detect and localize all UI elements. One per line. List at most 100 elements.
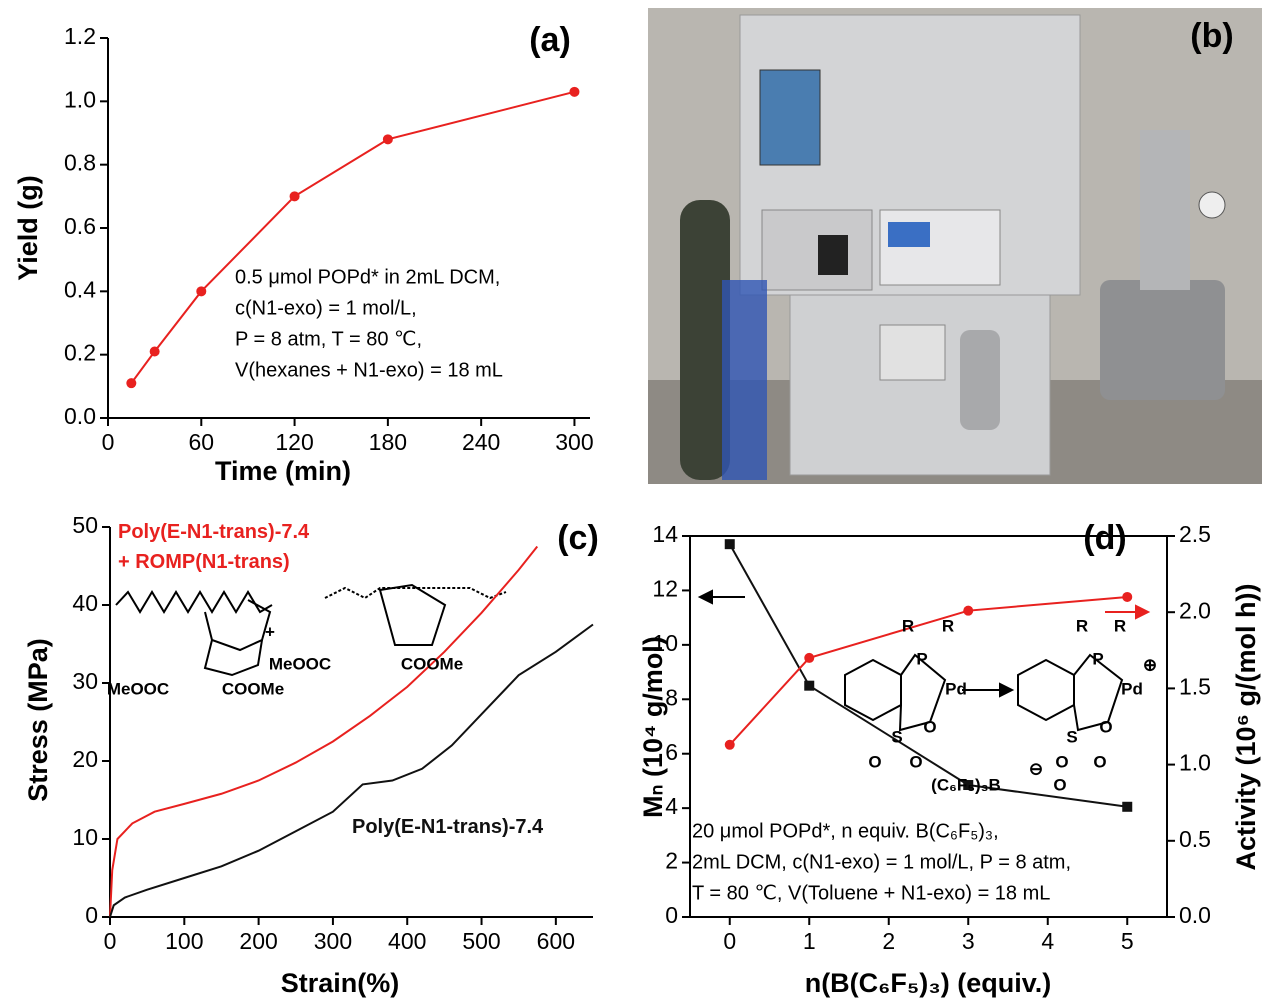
display [818,235,848,275]
panel-label: (a) [529,21,571,59]
annotation: 20 μmol POPd*, n equiv. B(C₆F₅)₃, [692,820,999,842]
cyclopentane-ring [378,583,447,646]
series-line [130,90,575,384]
y-tick-label: 4 [665,793,678,819]
y-tick-label: 0.0 [64,403,96,429]
cabinet-lower [789,294,1051,476]
y-axis-title: Mₙ (10⁴ g/mol) [638,636,668,818]
pump [879,209,1001,286]
structure-label: Pd [945,679,967,698]
axis-arrow-head [1135,604,1151,620]
y-tick-label: 1.0 [64,86,96,112]
y2-tick-label: 1.0 [1179,750,1211,776]
norbornane-ring [204,599,272,652]
structure-label: MeOOC [107,679,169,698]
chart-panel: 0 60 120 180 240 300 0.0 0.2 0.4 0.6 0.8 1.0 1.2 (a) T… [13,21,594,486]
x-axis-title: n(B(C₆F₅)₃) (equiv.) [805,968,1052,998]
pump-screen [888,222,930,247]
marker [1122,801,1133,812]
structure-label: COOMe [222,679,284,698]
y-tick-label: 8 [665,684,678,710]
x-axis-title: Time (min) [215,456,351,486]
x-axis-title: Strain(%) [281,968,400,998]
reactor-jacket [1100,280,1225,400]
chart-panel: 0 1 2 3 4 5024681012140.00.51.01.52.02.5(d)n(… [638,519,1261,998]
benzene [844,658,902,722]
x-tick-label: 1 [803,928,816,954]
benzene [1017,658,1075,722]
y-tick-label: 2 [665,848,678,874]
marker [804,652,815,663]
structure-label: O [868,752,881,771]
y2-tick-label: 2.5 [1179,521,1211,547]
series-line [109,623,594,918]
structures [115,583,1151,732]
norbornane-ring [203,639,263,677]
y-tick-label: 30 [72,668,98,694]
structure-label: S [891,727,902,746]
structure-label: O [909,752,922,771]
structure-label: + [265,622,275,641]
structure-label: P [916,649,927,668]
structure-label: S [1066,727,1077,746]
x-tick-label: 600 [537,928,575,954]
axis-arrow-head [697,589,713,605]
x-tick-label: 0 [102,429,115,455]
y-tick-label: 0.2 [64,340,96,366]
gauge [1198,191,1226,219]
x-tick-label: 300 [314,928,352,954]
marker [724,539,735,550]
marker [289,191,300,202]
x-tick-label: 100 [165,928,203,954]
y-axis-title: Stress (MPa) [23,638,53,802]
y-tick-label: 12 [652,576,678,602]
y-tick-label: 0 [85,902,98,928]
structure-label: MeOOC [269,654,331,673]
y-axis-title: Yield (g) [13,175,43,281]
marker [963,605,974,616]
arrow-head [999,682,1015,698]
y-tick-label: 50 [72,512,98,538]
series-label: Poly(E-N1-trans)-7.4 + ROMP(N1-trans) [118,521,310,573]
rack [722,280,767,480]
chart-panel: 0 100 200 300 400 500 600 0 10 20 30 40 50 Poly(E-N1-… [23,512,599,998]
x-tick-label: 2 [882,928,895,954]
structure-label: (C₆F₅)₃B [931,775,1001,794]
gas-cylinder [680,200,730,480]
y2-tick-label: 0.5 [1179,826,1211,852]
structure-label: P [1092,649,1103,668]
x-tick-label: 5 [1121,928,1134,954]
polymer-chain [115,590,273,614]
y-tick-label: 10 [652,630,678,656]
x-tick-label: 60 [188,429,214,455]
x-tick-label: 240 [462,429,500,455]
x-tick-label: 0 [723,928,736,954]
y-tick-label: 40 [72,590,98,616]
structure-label: Pd [1121,679,1143,698]
series-line [729,595,1128,746]
photo: (b) [648,8,1262,484]
y-tick-label: 10 [72,824,98,850]
reactor-head [1140,130,1190,290]
structure-label: R [902,616,914,635]
panel-label: (c) [557,519,599,557]
x-tick-label: 120 [275,429,313,455]
marker [1122,591,1133,602]
marker [804,680,815,691]
annotation: T = 80 ℃, V(Toluene + N1-exo) = 18 mL [692,882,1050,904]
marker [724,739,735,750]
structure-label: ⊕ [1143,655,1157,674]
y2-axis-title: Activity (10⁶ g/(mol h)) [1231,584,1261,871]
structure-label: O [923,717,936,736]
marker [382,134,393,145]
y2-tick-label: 0.0 [1179,902,1211,928]
y-tick-label: 0.4 [64,276,96,302]
x-tick-label: 300 [555,429,593,455]
series-line [109,545,539,918]
y-tick-label: 20 [72,746,98,772]
marker [963,780,974,791]
y2-tick-label: 1.5 [1179,673,1211,699]
y-tick-label: 0.6 [64,213,96,239]
structure-label: R [942,616,954,635]
y-tick-label: 0.8 [64,150,96,176]
